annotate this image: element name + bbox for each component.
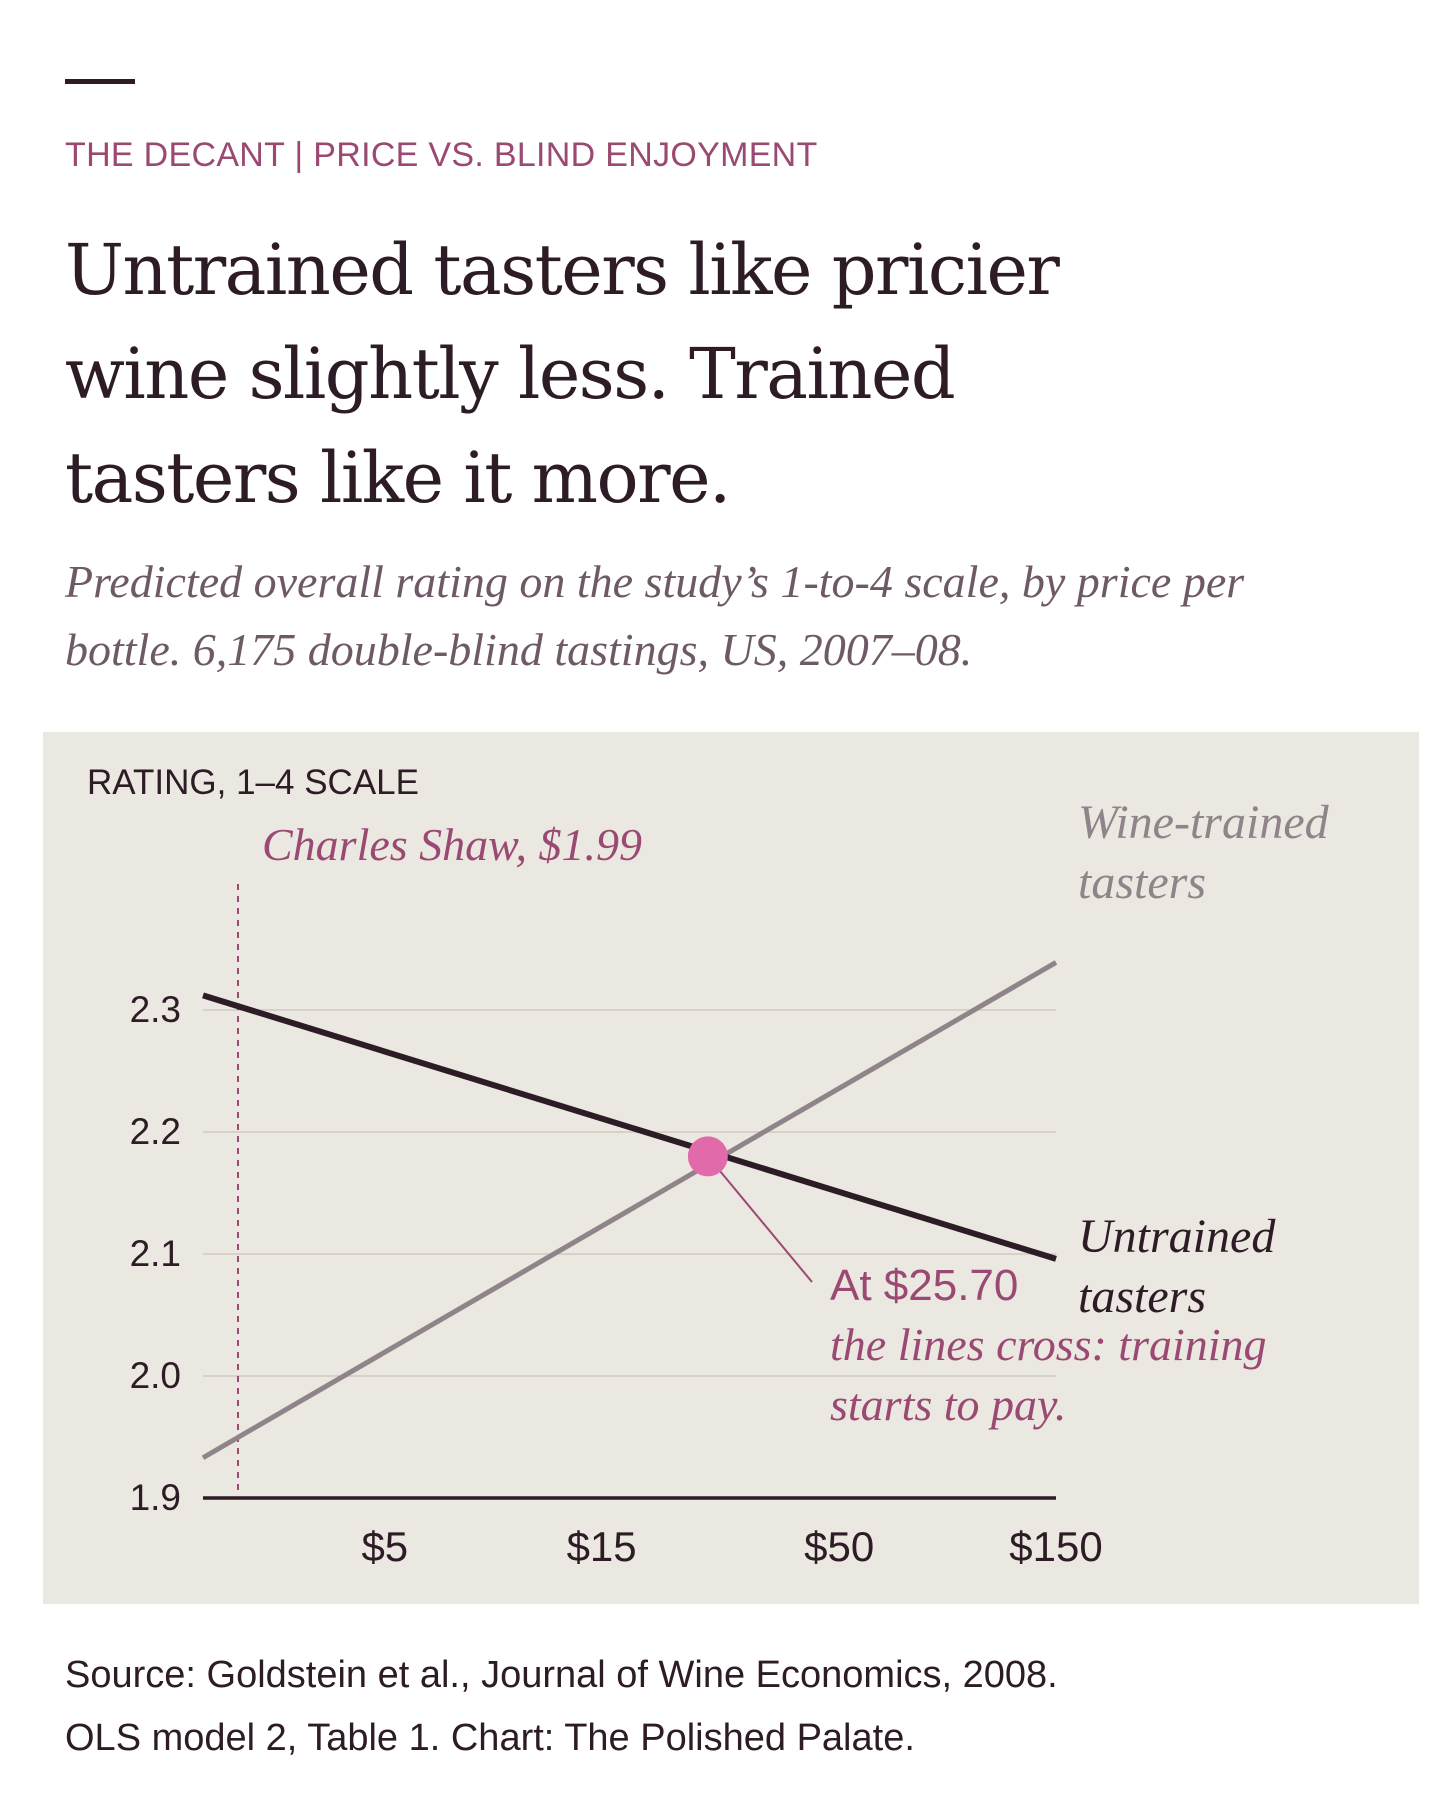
crossing-label-line: the lines cross: training bbox=[830, 1319, 1267, 1370]
y-tick-label: 2.1 bbox=[130, 1233, 181, 1274]
y-tick-label: 2.0 bbox=[130, 1355, 181, 1396]
series-lines: Wine-trained tasters Untrained tasters bbox=[201, 796, 1330, 1460]
axes: RATING, 1–4 SCALE 1.9 2.0 2.1 2.2 2.3 $5 $15 $50… bbox=[87, 763, 1103, 1570]
y-tick-label: 2.2 bbox=[130, 1111, 181, 1152]
crossing-label-line: starts to pay. bbox=[830, 1379, 1066, 1430]
x-tick-label: $150 bbox=[1009, 1523, 1102, 1570]
series-line-trained bbox=[201, 960, 1058, 1460]
series-label-line: tasters bbox=[1078, 1270, 1206, 1323]
x-tick-label: $50 bbox=[804, 1523, 874, 1570]
top-rule bbox=[65, 79, 135, 84]
subtitle: Predicted overall rating on the study’s … bbox=[65, 556, 1245, 675]
kicker: THE DECANT | PRICE VS. BLIND ENJOYMENT bbox=[65, 136, 818, 174]
x-tick-label: $5 bbox=[361, 1523, 408, 1570]
chart-panel: Charles Shaw, $1.99 RATING, 1–4 SCALE 1.9… bbox=[43, 732, 1419, 1604]
source-line-2: OLS model 2, Table 1. Chart: The Polishe… bbox=[65, 1717, 915, 1759]
source-line-1: Source: Goldstein et al., Journal of Win… bbox=[65, 1654, 1058, 1696]
series-label-line: Wine-trained bbox=[1078, 796, 1330, 849]
headline: Untrained tasters like pricier wine slig… bbox=[65, 229, 1060, 519]
annotations: At $25.70 the lines cross: training starts… bbox=[687, 1136, 1267, 1430]
series-line-untrained bbox=[202, 992, 1057, 1262]
y-axis-title: RATING, 1–4 SCALE bbox=[87, 763, 419, 802]
x-tick-label: $15 bbox=[567, 1523, 637, 1570]
series-label-line: Untrained bbox=[1078, 1210, 1276, 1263]
y-tick-label: 1.9 bbox=[130, 1477, 181, 1518]
crossing-leader-line bbox=[707, 1155, 813, 1283]
crossing-point bbox=[687, 1136, 728, 1177]
reference-line-group: Charles Shaw, $1.99 bbox=[237, 819, 642, 1496]
series-label-line: tasters bbox=[1078, 856, 1206, 909]
source-note: Source: Goldstein et al., Journal of Win… bbox=[65, 1644, 1365, 1770]
reference-line-label: Charles Shaw, $1.99 bbox=[262, 819, 642, 870]
gridlines bbox=[203, 1009, 1056, 1377]
crossing-label-lead: At $25.70 bbox=[830, 1261, 1018, 1310]
line-chart: Charles Shaw, $1.99 RATING, 1–4 SCALE 1.9… bbox=[87, 763, 1330, 1570]
y-tick-label: 2.3 bbox=[130, 989, 181, 1030]
